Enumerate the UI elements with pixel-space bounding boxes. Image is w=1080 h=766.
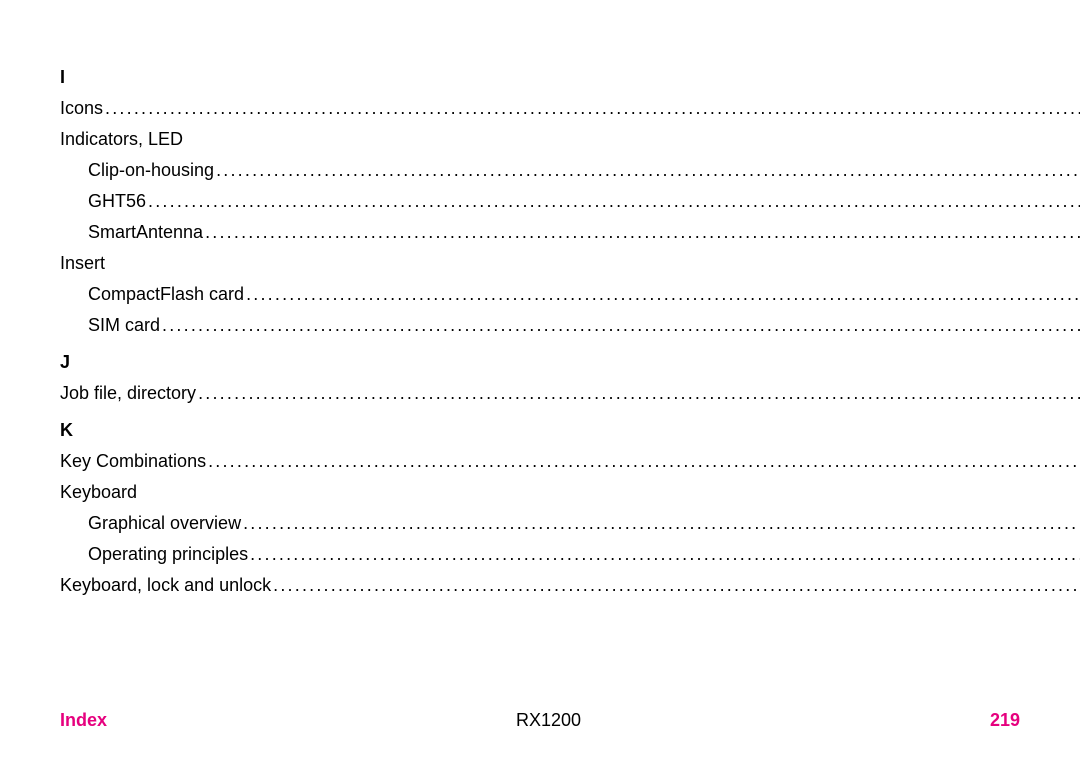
index-section-letter: K [60,421,1080,439]
page-footer: Index RX1200 219 [60,704,1020,731]
index-entry: Icons ..................................… [60,99,1080,117]
index-entry-label: Key Combinations [60,452,206,470]
index-entry-label: SIM card [60,316,160,334]
index-section-letter: J [60,353,1080,371]
leader-dots: ........................................… [203,223,1080,241]
index-entry-label: Keyboard [60,483,137,501]
index-entry-label: Clip-on-housing [60,161,214,179]
index-entry-label: Insert [60,254,105,272]
index-entry: Indicators, LED ........................… [60,130,1080,148]
leader-dots: ........................................… [241,514,1080,532]
index-entry-label: Operating principles [60,545,248,563]
leader-dots: ........................................… [244,285,1080,303]
index-columns: IIcons .................................… [60,68,1020,704]
index-entry-label: Graphical overview [60,514,241,532]
leader-dots: ........................................… [160,316,1080,334]
index-entry-label: Icons [60,99,103,117]
index-entry-label: Keyboard, lock and unlock [60,576,271,594]
index-section-letter: I [60,68,1080,86]
index-entry-label: CompactFlash card [60,285,244,303]
index-subentry: SIM card ...............................… [60,316,1080,334]
index-subentry: Clip-on-housing ........................… [60,161,1080,179]
index-subentry: Operating principles ...................… [60,545,1080,563]
leader-dots: ........................................… [146,192,1080,210]
leader-dots: ........................................… [206,452,1080,470]
footer-section-title: Index [60,710,107,731]
index-entry: Job file, directory ....................… [60,384,1080,402]
index-subentry: Graphical overview .....................… [60,514,1080,532]
index-subentry: SmartAntenna ...........................… [60,223,1080,241]
index-subentry: CompactFlash card ......................… [60,285,1080,303]
index-entry-label: Indicators, LED [60,130,183,148]
footer-doc-model: RX1200 [107,710,990,731]
footer-page-number: 219 [990,710,1020,731]
leader-dots: ........................................… [103,99,1080,117]
leader-dots: ........................................… [196,384,1080,402]
leader-dots: ........................................… [214,161,1080,179]
index-page: I Icons .................................… [0,0,1080,766]
index-entry: Keyboard, lock and unlock ..............… [60,576,1080,594]
index-entry-label: Job file, directory [60,384,196,402]
leader-dots: ........................................… [248,545,1080,563]
index-entry-label: GHT56 [60,192,146,210]
index-entry: Insert .................................… [60,254,1080,272]
index-entry: Key Combinations .......................… [60,452,1080,470]
index-entry: Keyboard ...............................… [60,483,1080,501]
index-entry-label: SmartAntenna [60,223,203,241]
index-subentry: GHT56 ..................................… [60,192,1080,210]
index-column-left: I Icons .................................… [60,68,1080,704]
leader-dots: ........................................… [271,576,1080,594]
